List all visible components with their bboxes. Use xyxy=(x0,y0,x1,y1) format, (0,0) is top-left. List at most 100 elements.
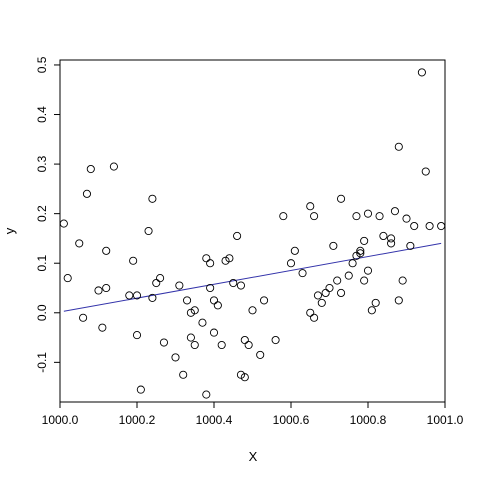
data-point xyxy=(206,283,215,293)
data-point xyxy=(336,288,346,298)
data-point xyxy=(306,308,315,317)
data-point xyxy=(387,239,396,248)
data-point xyxy=(182,296,192,305)
data-point xyxy=(206,259,215,268)
data-point xyxy=(152,278,161,288)
data-point xyxy=(236,281,245,290)
data-point xyxy=(256,350,265,359)
y-tick-label: 0.5 xyxy=(35,56,49,73)
x-tick-label: 1000.2 xyxy=(119,413,156,427)
data-point xyxy=(240,335,249,345)
x-axis: 1000.0 1000.2 1000.4 1000.6 1000.8 1001.0 xyxy=(42,402,464,427)
data-point xyxy=(367,306,376,315)
y-tick-label: -0.1 xyxy=(35,352,49,373)
data-point xyxy=(144,226,153,236)
data-point xyxy=(279,212,288,221)
data-point xyxy=(240,373,249,382)
y-tick-label: 0.2 xyxy=(35,205,49,222)
data-point xyxy=(286,259,296,268)
data-point xyxy=(102,246,111,255)
points-layer xyxy=(59,68,446,399)
x-axis-title: X xyxy=(249,449,258,464)
data-point xyxy=(306,202,315,211)
data-point xyxy=(310,212,319,221)
x-tick-label: 1001.0 xyxy=(427,413,464,427)
data-point xyxy=(75,239,84,248)
data-point xyxy=(271,335,280,345)
data-point xyxy=(125,291,134,300)
y-axis-title: y xyxy=(2,227,17,234)
data-point xyxy=(190,306,199,315)
data-point xyxy=(363,209,373,218)
data-point xyxy=(348,259,357,268)
data-point xyxy=(390,207,400,216)
data-point xyxy=(375,212,384,221)
data-point xyxy=(159,338,168,347)
data-point xyxy=(336,194,346,203)
data-point xyxy=(190,340,199,350)
data-point xyxy=(417,68,426,77)
data-point xyxy=(313,291,323,300)
data-point xyxy=(229,278,238,288)
data-point xyxy=(352,212,361,221)
data-point xyxy=(344,271,353,280)
x-tick-label: 1000.8 xyxy=(350,413,387,427)
data-point xyxy=(398,276,407,285)
data-point xyxy=(233,231,242,241)
data-point xyxy=(86,164,95,174)
y-tick-label: 0.0 xyxy=(35,304,49,321)
data-point xyxy=(198,318,207,327)
data-point xyxy=(406,241,415,250)
data-point xyxy=(59,219,68,228)
data-point xyxy=(421,167,430,176)
x-tick-label: 1000.0 xyxy=(42,413,79,427)
x-tick-label: 1000.4 xyxy=(196,413,233,427)
data-point xyxy=(329,241,338,250)
data-point xyxy=(102,283,111,293)
data-point xyxy=(79,313,88,322)
data-point xyxy=(171,353,180,362)
data-point xyxy=(371,298,380,307)
data-point xyxy=(333,276,342,285)
data-point xyxy=(175,281,184,290)
data-point xyxy=(437,221,446,231)
data-point xyxy=(425,221,434,231)
y-axis: -0.1 0.0 0.1 0.2 0.3 0.4 0.5 xyxy=(35,56,60,373)
data-point xyxy=(136,385,145,394)
data-point xyxy=(317,298,326,307)
data-point xyxy=(259,296,269,305)
y-tick-label: 0.3 xyxy=(35,155,49,172)
data-point xyxy=(213,301,222,310)
data-point xyxy=(410,221,419,231)
data-point xyxy=(325,283,334,293)
data-point xyxy=(94,286,103,295)
regression-line xyxy=(63,242,442,312)
y-tick-label: 0.1 xyxy=(35,255,49,272)
data-point xyxy=(156,274,165,283)
data-point xyxy=(363,266,373,275)
data-point xyxy=(387,234,396,243)
data-point xyxy=(290,246,299,255)
data-point xyxy=(209,296,219,305)
plot-frame xyxy=(59,59,446,403)
data-point xyxy=(298,269,307,278)
data-point xyxy=(217,340,226,350)
data-point xyxy=(248,306,257,315)
data-point xyxy=(186,333,195,342)
data-point xyxy=(321,288,330,298)
data-point xyxy=(129,256,138,265)
data-point xyxy=(360,236,369,245)
data-point xyxy=(148,194,157,203)
data-point xyxy=(202,254,211,263)
data-point xyxy=(310,313,319,322)
y-tick-label: 0.4 xyxy=(35,106,49,123)
data-point xyxy=(394,142,403,151)
data-point xyxy=(63,274,72,283)
data-point xyxy=(379,231,388,241)
data-point xyxy=(132,331,142,340)
data-point xyxy=(394,296,403,305)
data-point xyxy=(98,323,107,332)
data-point xyxy=(209,328,219,337)
